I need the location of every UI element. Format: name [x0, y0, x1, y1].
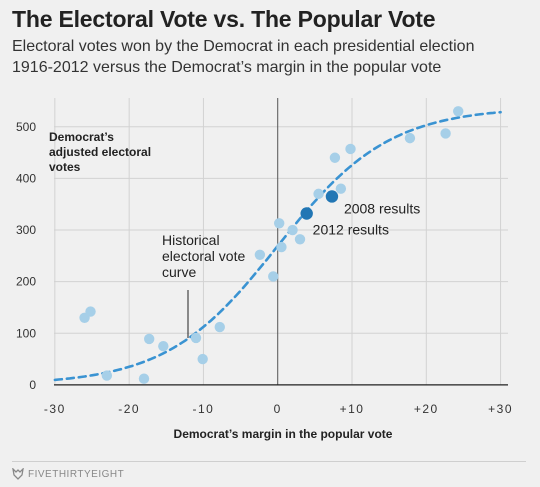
data-point [214, 321, 225, 333]
x-axis-label: Democrat’s margin in the popular vote [174, 427, 393, 441]
y-tick-label: 300 [16, 223, 36, 237]
brand-name: FIVETHIRTYEIGHT [28, 468, 125, 480]
y-tick-label: 500 [16, 120, 36, 134]
label-2012-results: 2012 results [313, 221, 389, 237]
x-tick-label: -10 [193, 402, 215, 416]
curve-label: Historical [162, 232, 220, 248]
subtitle-line-1: Electoral votes won by the Democrat in e… [12, 38, 475, 55]
footer-logo: FIVETHIRTYEIGHT [12, 468, 124, 480]
y-axis-label: adjusted electoral [49, 145, 151, 159]
data-point [294, 234, 306, 245]
data-point [268, 271, 279, 282]
data-point [404, 132, 416, 144]
data-point [345, 143, 356, 155]
data-point [313, 188, 324, 200]
annotations: 2008 results 2012 results Historicalelecto… [162, 200, 420, 338]
chart-title: The Electoral Vote vs. The Popular Vote [12, 6, 436, 32]
data-point [158, 340, 169, 352]
data-point [274, 218, 285, 229]
axes: 0 100 200 300 400 500 -30 -20 -10 0 +10 +20 +30 Democ… [16, 98, 513, 441]
x-tick-label: +20 [414, 402, 439, 416]
x-tick-label: -20 [118, 402, 140, 416]
highlighted-point [300, 207, 313, 220]
data-point [101, 370, 113, 381]
y-tick-label: 400 [16, 171, 36, 185]
data-point [254, 249, 266, 260]
data-point [197, 353, 208, 365]
data-point [144, 333, 155, 345]
data-point [190, 332, 202, 344]
data-point [138, 373, 150, 384]
y-axis-label: votes [49, 160, 81, 174]
x-tick-label: 0 [274, 402, 282, 416]
footer-divider [12, 461, 526, 462]
x-tick-label: -30 [44, 402, 66, 416]
data-point [85, 306, 96, 317]
data-point [276, 241, 287, 253]
data-points [79, 106, 464, 384]
x-tick-label: +10 [340, 402, 365, 416]
subtitle-line-2: 1916-2012 versus the Democrat’s margin i… [12, 59, 442, 76]
data-point [329, 152, 341, 163]
data-point [440, 128, 451, 139]
curve-label: curve [162, 264, 196, 280]
y-axis-label: Democrat’s [49, 130, 114, 144]
y-tick-label: 200 [16, 275, 36, 289]
data-point [453, 106, 464, 117]
highlighted-point [325, 190, 339, 203]
chart-subtitle: Electoral votes won by the Democrat in e… [12, 36, 532, 78]
label-2008-results: 2008 results [344, 200, 420, 216]
x-tick-label: +30 [488, 402, 513, 416]
curve-label: electoral vote [162, 248, 245, 264]
y-tick-label: 100 [16, 326, 36, 340]
fivethirtyeight-fox-icon [12, 468, 24, 480]
data-point [287, 224, 298, 236]
y-tick-label: 0 [29, 378, 36, 392]
data-point [335, 183, 347, 194]
grid-lines [54, 98, 508, 386]
